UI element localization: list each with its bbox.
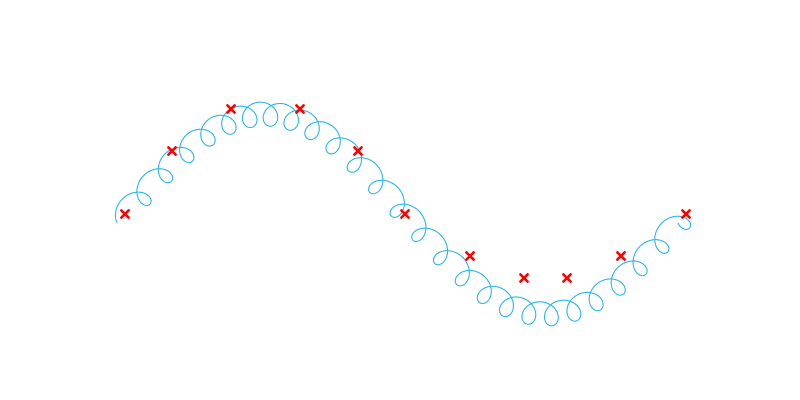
marker-x-1 — [120, 209, 130, 219]
marker-x-7 — [465, 251, 475, 261]
marker-x-4 — [295, 104, 305, 114]
marker-x-5 — [353, 146, 363, 156]
marker-x-11 — [681, 209, 691, 219]
marker-x-2 — [167, 146, 177, 156]
marker-x-9 — [562, 273, 572, 283]
marker-group — [120, 104, 691, 283]
coil-curve — [114, 101, 692, 327]
marker-x-8 — [519, 273, 529, 283]
marker-x-10 — [616, 251, 626, 261]
marker-x-3 — [226, 104, 236, 114]
marker-x-6 — [400, 209, 410, 219]
